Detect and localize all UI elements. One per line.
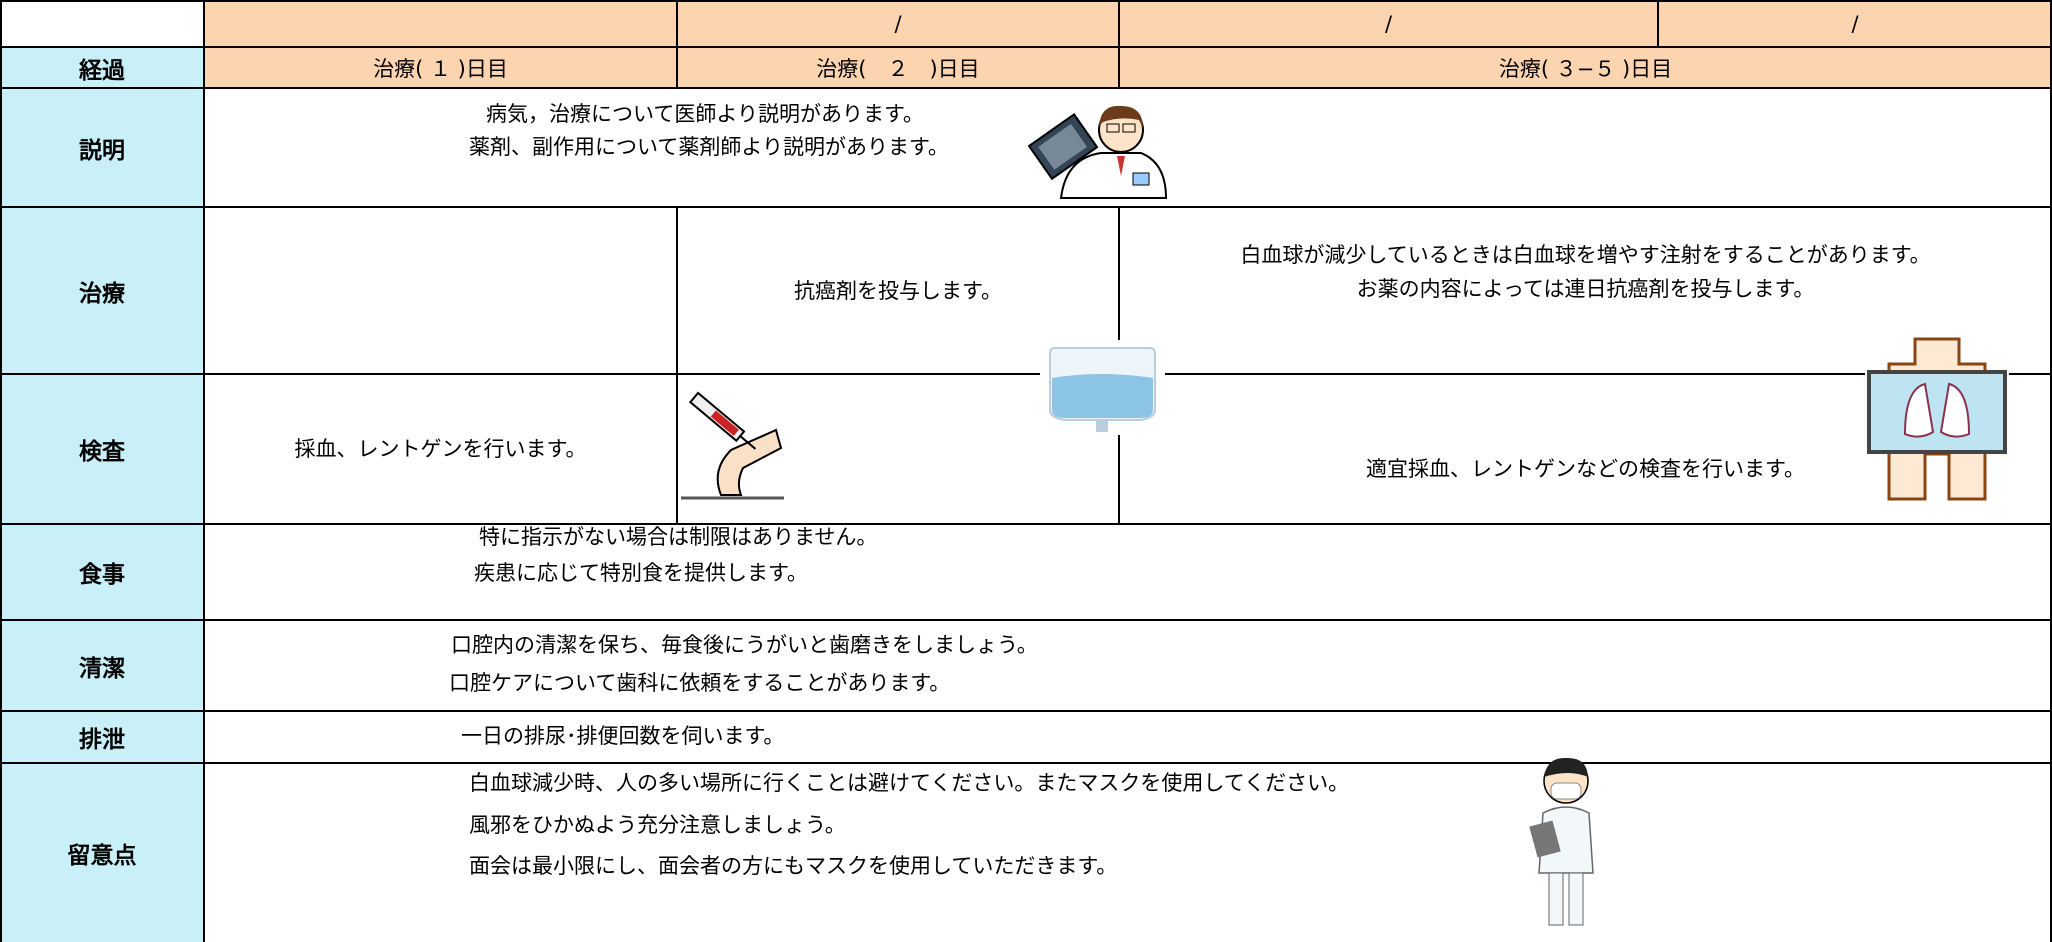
shape [1548,872,1564,926]
shape [1096,420,1108,432]
date-cell: / [1119,0,1658,47]
text: お薬の内容によっては連日抗癌剤を投与します。 [1356,277,1815,301]
text: 疾患に応じて特別食を提供します。 [474,561,808,585]
iv-bag-illustration [1040,340,1165,435]
shape [1106,123,1120,133]
day-header: 治療( ３−５ )日目 [1119,47,2052,88]
shape [1939,382,1971,438]
date: / [1384,11,1393,36]
row-label: 排泄 [0,711,204,763]
text: 採血、レントゲンを行います。 [294,437,587,461]
date-cell: / [1658,0,2052,47]
doctor-illustration [1021,98,1171,199]
shape [1568,872,1584,926]
text: 薬剤、副作用について薬剤師より説明があります。 [469,135,949,159]
date: / [1851,11,1859,36]
text: 抗癌剤を投与します。 [794,278,1002,303]
shape [1544,757,1588,777]
shape [1038,123,1088,170]
text: 適宜採血、レントゲンなどの検査を行います。 [1366,457,1805,481]
row-label: 治療 [0,207,204,374]
text: 口腔ケアについて歯科に依頼をすることがあります。 [449,671,951,695]
shape [1529,820,1561,858]
row-label: 検査 [0,374,204,524]
nurse-illustration [1529,757,1594,926]
blood-draw-illustration [681,391,784,500]
day-header: 治療( ２ )日目 [677,47,1119,88]
text: 特に指示がない場合は制限はありません。 [479,525,878,549]
shape [1867,370,2007,454]
shape [1122,123,1136,133]
text: 白血球が減少しているときは白血球を増やす注射をすることがあります。 [1240,243,1931,267]
shape [710,410,739,436]
row-label: 留意点 [0,763,204,942]
text: 風邪をひかぬよう充分注意しましょう。 [469,813,846,837]
shape [688,391,757,450]
shape [739,435,757,450]
shape [1132,172,1150,186]
row-label: 経過 [0,47,204,88]
text: 一日の排尿･排便回数を伺います。 [461,724,785,748]
text-block: 白血球が減少しているときは白血球を増やす注射をすることがあります。 お薬の内容に… [1119,207,2052,307]
date-cell: / [677,0,1119,47]
text: 白血球減少時、人の多い場所に行くことは避けてください。またマスクを使用してくださ… [469,771,1350,795]
row-label: 清潔 [0,620,204,711]
shape [716,428,783,496]
text: 面会は最小限にし、面会者の方にもマスクを使用していただきます。 [469,854,1118,878]
text: 病気，治療について医師より説明があります。 [486,102,924,126]
shape [1052,374,1153,418]
shape [1099,105,1143,128]
shape [1550,782,1582,800]
row-label: 食事 [0,524,204,620]
day-header: 治療( １ )日目 [204,47,677,88]
shape [1027,113,1099,181]
row-label: 説明 [0,88,204,207]
date: / [894,11,902,36]
xray-illustration [1865,334,2009,504]
header-cell [204,0,677,47]
shape [1903,382,1935,438]
shape [1117,156,1125,176]
text: 口腔内の清潔を保ち、毎食後にうがいと歯磨きをしましょう。 [451,633,1038,657]
